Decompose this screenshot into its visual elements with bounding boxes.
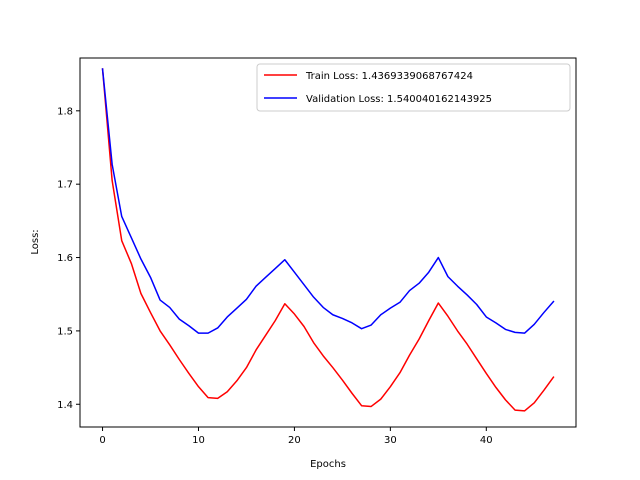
x-tick-label: 20 bbox=[288, 435, 301, 446]
plot-frame bbox=[79, 57, 577, 428]
x-tick-label: 30 bbox=[384, 435, 397, 446]
legend: Train Loss: 1.4369339068767424 Validatio… bbox=[256, 63, 571, 112]
legend-train-label: Train Loss: 1.4369339068767424 bbox=[305, 71, 473, 82]
x-tick-label: 0 bbox=[99, 435, 105, 446]
y-axis-ticks: 1.4 1.5 1.6 1.7 1.8 bbox=[57, 106, 80, 411]
y-tick-label: 1.7 bbox=[57, 180, 73, 191]
y-tick-label: 1.8 bbox=[57, 106, 73, 117]
legend-validation-label: Validation Loss: 1.540040162143925 bbox=[306, 94, 492, 105]
y-tick-label: 1.4 bbox=[57, 400, 73, 411]
x-axis-label: Epochs bbox=[310, 459, 346, 470]
series-lines bbox=[101, 68, 555, 412]
plot-background bbox=[80, 58, 576, 427]
x-tick-label: 40 bbox=[480, 435, 493, 446]
x-tick-label: 10 bbox=[192, 435, 205, 446]
y-tick-label: 1.5 bbox=[57, 326, 73, 337]
x-axis-ticks: 0 10 20 30 40 bbox=[99, 427, 493, 446]
validation-loss-line bbox=[101, 68, 555, 334]
y-tick-label: 1.6 bbox=[57, 253, 73, 264]
y-axis-label: Loss: bbox=[30, 229, 41, 254]
legend-box bbox=[256, 63, 571, 112]
train-loss-line bbox=[101, 68, 555, 412]
